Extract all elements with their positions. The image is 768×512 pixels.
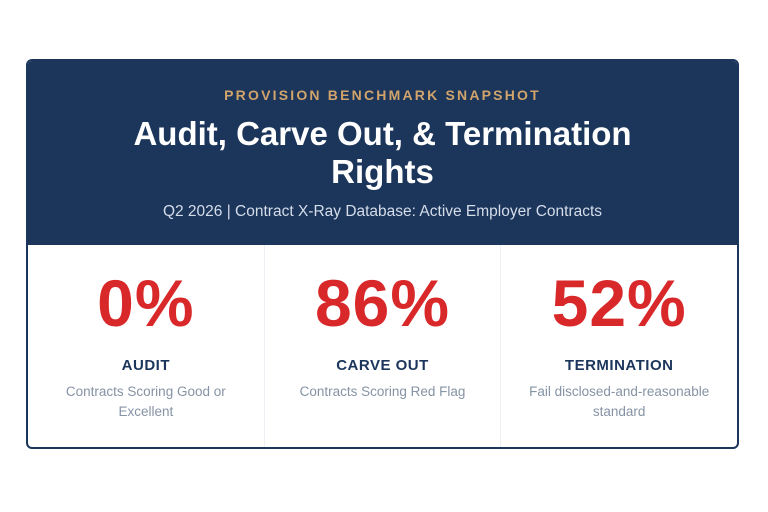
stat-value: 0% [97,266,195,340]
card-header: PROVISION BENCHMARK SNAPSHOT Audit, Carv… [28,61,737,245]
stat-carve-out: 86% CARVE OUT Contracts Scoring Red Flag [265,245,502,447]
card-subtitle: Q2 2026 | Contract X-Ray Database: Activ… [162,203,603,220]
stats-row: 0% AUDIT Contracts Scoring Good or Excel… [28,245,737,447]
stat-description: Contracts Scoring Good or Excellent [65,384,226,419]
stat-value: 86% [314,266,451,340]
stat-value: 52% [551,266,687,340]
card-title: Audit, Carve Out, & Termination Rights [133,115,632,190]
stat-description: Contracts Scoring Red Flag [299,384,466,399]
eyebrow-label: PROVISION BENCHMARK SNAPSHOT [224,87,541,103]
stat-label: CARVE OUT [336,357,429,374]
stat-termination: 52% TERMINATION Fail disclosed-and-reaso… [501,245,737,447]
stat-label: TERMINATION [564,357,674,374]
stat-description: Fail disclosed-and-reasonable standard [529,384,710,419]
benchmark-card: PROVISION BENCHMARK SNAPSHOT Audit, Carv… [26,59,739,449]
stat-audit: 0% AUDIT Contracts Scoring Good or Excel… [28,245,265,447]
stat-label: AUDIT [121,357,170,374]
